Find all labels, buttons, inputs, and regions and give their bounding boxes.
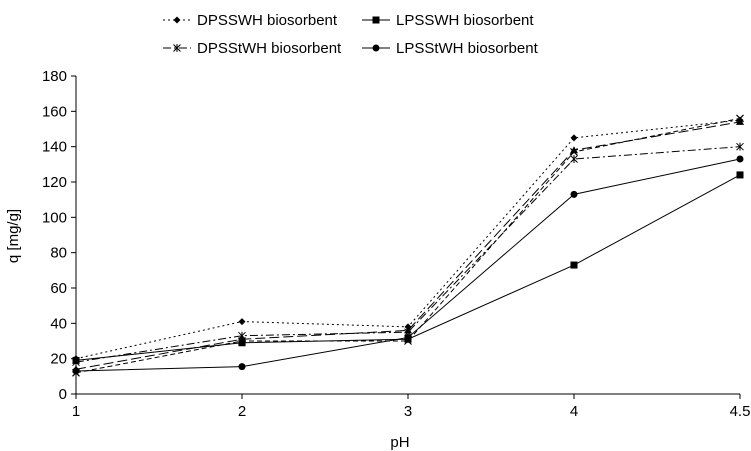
legend: DPSSWH biosorbent LPSSWH biosorbent DPSStW… <box>163 12 539 57</box>
data-point <box>736 171 744 179</box>
series-line <box>75 146 741 363</box>
data-point <box>238 318 246 326</box>
legend-label: DPSSWH biosorbent <box>197 12 338 29</box>
legend-label: LPSSWH biosorbent <box>396 12 534 29</box>
x-tick-label: 2 <box>238 403 246 420</box>
data-point <box>238 337 246 345</box>
data-point <box>570 148 578 156</box>
x-tick-label: 4 <box>570 403 578 420</box>
legend-marker <box>173 44 181 52</box>
data-point <box>238 335 246 343</box>
y-tick-label: 80 <box>50 245 67 262</box>
y-tick-label: 100 <box>42 209 67 226</box>
legend-item: LPSSWH biosorbent <box>362 12 534 29</box>
y-tick-label: 120 <box>42 174 67 191</box>
series-4 <box>72 155 744 375</box>
y-tick-label: 60 <box>50 280 67 297</box>
x-tick-label: 1 <box>72 403 80 420</box>
legend-item: DPSSWH biosorbent <box>163 12 338 29</box>
y-tick-label: 20 <box>50 351 67 368</box>
series-line <box>75 119 741 360</box>
y-tick-label: 140 <box>42 139 67 156</box>
legend-marker <box>173 16 181 24</box>
x-axis-title: pH <box>390 434 409 451</box>
legend-label: DPSStWH biosorbent <box>197 40 342 57</box>
legend-item: LPSStWH biosorbent <box>362 40 539 57</box>
legend-marker <box>372 16 380 24</box>
data-point <box>736 117 744 125</box>
data-point <box>238 339 246 347</box>
data-point <box>570 261 578 269</box>
y-axis-title: q [mg/g] <box>5 209 22 263</box>
series-6 <box>72 114 744 377</box>
data-point <box>736 142 744 151</box>
data-point <box>570 155 578 164</box>
data-point <box>570 190 578 198</box>
y-tick-label: 0 <box>59 386 67 403</box>
plot-area <box>72 114 744 377</box>
y-tick-label: 40 <box>50 315 67 332</box>
legend-marker <box>372 44 380 52</box>
data-point <box>736 155 744 163</box>
x-tick-label: 3 <box>404 403 412 420</box>
legend-item: DPSStWH biosorbent <box>163 40 342 57</box>
legend-label: LPSStWH biosorbent <box>396 40 539 57</box>
data-point <box>570 134 578 142</box>
x-tick-label: 4.5 <box>730 403 751 420</box>
data-point <box>238 363 246 371</box>
series-line <box>75 117 741 374</box>
axes: 0 20 40 60 80 100 120 140 160 180 1 2 3 4 4.5 <box>42 68 750 420</box>
data-point <box>736 114 744 123</box>
data-point <box>404 337 412 345</box>
y-tick-label: 160 <box>42 103 67 120</box>
y-tick-label: 180 <box>42 68 67 85</box>
data-point <box>404 326 412 334</box>
